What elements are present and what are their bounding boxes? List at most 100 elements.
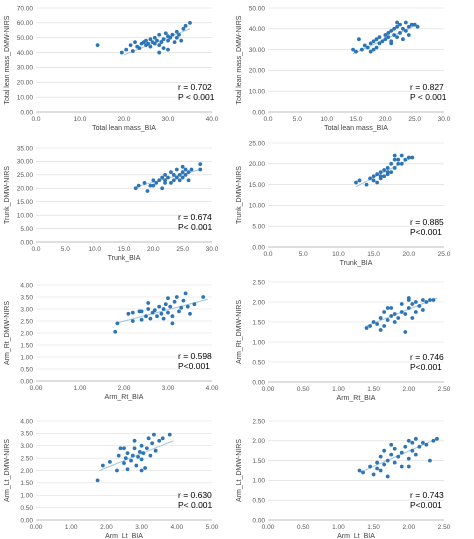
data-point — [139, 457, 144, 462]
y-tick-label: 1.50 — [20, 342, 33, 349]
data-point — [392, 157, 397, 162]
data-point — [412, 22, 417, 27]
data-point — [116, 453, 121, 458]
x-tick-label: 20.0 — [147, 246, 160, 253]
data-point — [118, 446, 123, 451]
data-point — [362, 43, 367, 48]
data-point — [385, 166, 390, 170]
data-point — [163, 172, 167, 177]
data-point — [403, 157, 408, 162]
data-point — [417, 304, 422, 308]
data-point — [177, 172, 182, 177]
x-tick-label: 10.0 — [332, 251, 345, 258]
data-point — [392, 26, 397, 31]
data-point — [378, 468, 383, 473]
trendline — [355, 157, 413, 188]
data-point — [174, 167, 179, 172]
data-point — [371, 178, 376, 183]
data-point — [357, 178, 362, 183]
y-tick-label: 50.00 — [249, 5, 266, 12]
data-point — [406, 24, 411, 29]
x-tick-label: 2.50 — [438, 386, 451, 393]
data-point — [410, 155, 415, 160]
y-tick-label: 0.00 — [252, 379, 265, 386]
p-value: P<0.001 — [178, 361, 210, 371]
data-point — [139, 317, 144, 322]
y-tick-label: 0.00 — [20, 239, 33, 246]
data-point — [201, 295, 206, 299]
p-value: P < 0.001 — [410, 92, 447, 102]
data-point — [185, 304, 190, 309]
data-point — [161, 316, 166, 321]
data-point — [157, 43, 162, 48]
data-point — [378, 170, 383, 175]
data-point — [365, 45, 370, 50]
data-point — [186, 170, 191, 175]
x-tick-label: 10.0 — [88, 246, 101, 253]
data-point — [371, 472, 376, 477]
y-tick-label: 2.00 — [20, 468, 33, 475]
data-point — [157, 32, 162, 37]
data-point — [406, 155, 411, 160]
data-point — [396, 454, 401, 459]
x-axis-title: Arm_Lt_BIA — [105, 533, 143, 539]
data-point — [375, 460, 380, 465]
data-point — [157, 178, 162, 183]
data-point — [177, 309, 181, 314]
x-tick-label: 0.00 — [30, 524, 43, 531]
y-tick-label: 0.50 — [252, 359, 265, 366]
y-tick-label: 40.00 — [17, 50, 34, 57]
data-point — [180, 170, 185, 175]
data-point — [134, 463, 139, 468]
data-point — [169, 170, 173, 175]
data-point — [420, 298, 425, 302]
data-point — [371, 47, 376, 52]
data-point — [166, 296, 170, 301]
x-tick-label: 30.0 — [438, 116, 451, 123]
data-point — [389, 170, 394, 175]
trendline — [115, 298, 208, 324]
data-point — [142, 181, 147, 185]
data-point — [375, 466, 380, 471]
x-axis-title: Total lean mass_BIA — [324, 125, 388, 132]
data-point — [385, 458, 390, 463]
y-tick-label: 3.50 — [20, 431, 33, 438]
y-tick-label: 10.00 — [249, 89, 266, 96]
data-point — [395, 35, 399, 40]
data-point — [159, 40, 164, 45]
y-tick-label: 2.50 — [20, 455, 33, 462]
scatter-chart-7: 0.00 0.50 1.00 1.50 2.00 2.50 3.00 3.50 4.00 0.00… — [4, 418, 219, 539]
x-axis-title: Total lean mass_BIA — [92, 125, 156, 132]
data-point — [183, 172, 188, 177]
data-point — [159, 311, 164, 316]
data-point — [386, 35, 391, 40]
y-axis-title: Arm_Rt_DMW-NIRS — [236, 300, 243, 364]
data-point — [150, 441, 155, 446]
data-point — [383, 33, 388, 37]
data-point — [399, 153, 404, 158]
data-point — [129, 458, 133, 463]
data-point — [139, 443, 144, 448]
data-point — [378, 316, 383, 320]
data-point — [150, 310, 155, 315]
x-tick-label: 5.00 — [206, 524, 219, 531]
data-point — [154, 181, 159, 185]
data-point — [128, 43, 133, 48]
data-point — [152, 308, 157, 313]
x-tick-label: 0.0 — [263, 251, 272, 258]
data-point — [163, 178, 167, 183]
data-point — [126, 311, 131, 316]
data-point — [183, 23, 188, 28]
correlation-coefficient: r = 0.746 — [410, 352, 444, 362]
x-tick-label: 2.00 — [118, 385, 131, 392]
y-axis-title: Total lean mass_DMW-NIRS — [4, 15, 11, 104]
y-tick-label: 40.00 — [249, 26, 266, 33]
x-tick-label: 1.50 — [367, 524, 380, 531]
y-tick-label: 2.00 — [20, 330, 33, 337]
data-point — [396, 157, 401, 162]
data-point — [392, 33, 397, 37]
x-tick-label: 25.0 — [408, 116, 421, 123]
data-point — [161, 37, 166, 42]
data-point — [406, 296, 411, 300]
data-point — [115, 468, 119, 473]
